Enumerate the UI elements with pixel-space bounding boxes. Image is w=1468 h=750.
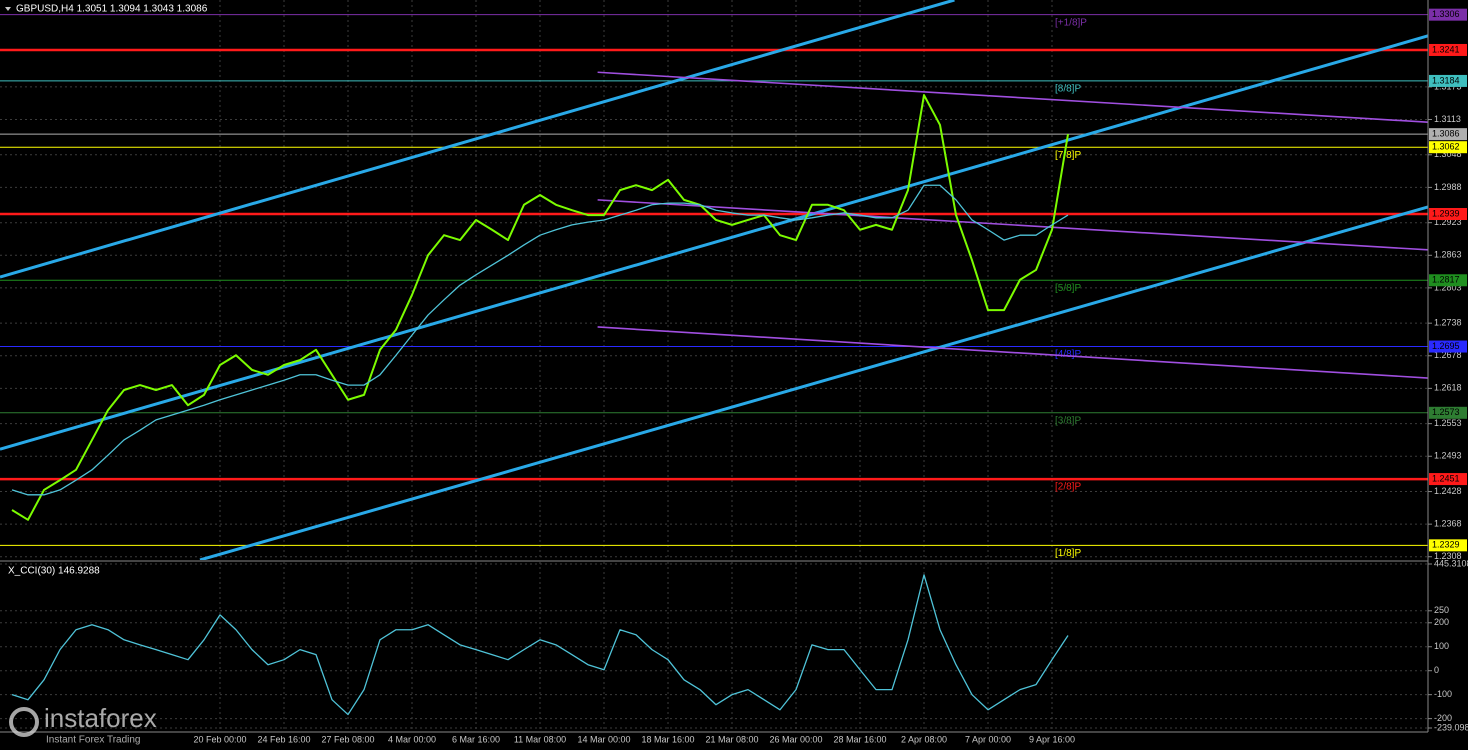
channel-line bbox=[0, 34, 1428, 451]
y-tick-label: 250 bbox=[1434, 605, 1449, 615]
level-tag bbox=[1429, 274, 1467, 287]
y-tick-label: 1.2428 bbox=[1434, 486, 1462, 496]
channel-line bbox=[597, 199, 1428, 251]
y-tick-label: 1.2738 bbox=[1434, 318, 1462, 328]
level-tag bbox=[1429, 8, 1467, 21]
y-tick-label: -100 bbox=[1434, 689, 1452, 699]
level-tag bbox=[1429, 74, 1467, 87]
level-tag bbox=[1429, 340, 1467, 353]
level-tag bbox=[1429, 141, 1467, 154]
level-tag bbox=[1429, 539, 1467, 552]
watermark: instaforex Instant Forex Trading bbox=[9, 703, 157, 746]
level-label: [3/8]P bbox=[1055, 415, 1081, 426]
x-tick-label: 26 Mar 00:00 bbox=[769, 734, 822, 744]
level-label: [4/8]P bbox=[1055, 349, 1081, 360]
axes: 20 Feb 00:00 24 Feb 16:00 27 Feb 08:00 4 Ma… bbox=[193, 8, 1468, 744]
level-tag-label: 1.3184 bbox=[1432, 75, 1460, 85]
x-tick-label: 14 Mar 00:00 bbox=[577, 734, 630, 744]
x-tick-label: 20 Feb 00:00 bbox=[193, 734, 246, 744]
x-tick-label: 28 Mar 16:00 bbox=[833, 734, 886, 744]
level-label: [+1/8]P bbox=[1055, 17, 1087, 28]
x-tick-label: 7 Apr 00:00 bbox=[965, 734, 1011, 744]
channel-line bbox=[597, 71, 1428, 124]
x-tick-label: 21 Mar 08:00 bbox=[705, 734, 758, 744]
y-tick-label: 1.2803 bbox=[1434, 282, 1462, 292]
x-tick-label: 27 Feb 08:00 bbox=[321, 734, 374, 744]
cci-line bbox=[11, 574, 1069, 716]
x-tick-label: 24 Feb 16:00 bbox=[257, 734, 310, 744]
level-tag bbox=[1429, 128, 1467, 141]
level-tag bbox=[1429, 208, 1467, 221]
y-tick-label: 1.2308 bbox=[1434, 551, 1462, 561]
level-label: [7/8]P bbox=[1055, 150, 1081, 161]
price-panel: [+1/8]P [8/8]P [7/8]P [5/8]P [4/8]P [3/8]P [2/… bbox=[0, 0, 1428, 560]
level-tag-label: 1.2939 bbox=[1432, 208, 1460, 218]
x-tick-label: 18 Mar 16:00 bbox=[641, 734, 694, 744]
menu-arrow bbox=[5, 7, 11, 11]
tagline: Instant Forex Trading bbox=[46, 735, 141, 746]
level-tag-label: 1.3086 bbox=[1432, 129, 1460, 139]
x-tick-label: 4 Mar 00:00 bbox=[388, 734, 436, 744]
channel-line bbox=[597, 326, 1428, 379]
x-tick-label: 9 Apr 16:00 bbox=[1029, 734, 1075, 744]
y-tick-label: 1.2553 bbox=[1434, 418, 1462, 428]
level-label: [8/8]P bbox=[1055, 84, 1081, 95]
channel-line bbox=[0, 0, 955, 279]
y-tick-label: 1.2493 bbox=[1434, 451, 1462, 461]
y-tick-label: 1.2678 bbox=[1434, 350, 1462, 360]
level-tag-label: 1.2451 bbox=[1432, 473, 1460, 483]
logo bbox=[9, 707, 39, 737]
level-tag-label: 1.3062 bbox=[1432, 142, 1460, 152]
price-line bbox=[11, 94, 1069, 521]
y-tick-label: 1.2988 bbox=[1434, 182, 1462, 192]
level-tag-label: 1.2695 bbox=[1432, 341, 1460, 351]
y-tick-label: 0 bbox=[1434, 665, 1439, 675]
y-tick-label: -200 bbox=[1434, 713, 1452, 723]
channel-line bbox=[199, 205, 1428, 560]
x-tick-label: 2 Apr 08:00 bbox=[901, 734, 947, 744]
cci-panel bbox=[0, 562, 1428, 732]
y-tick-label: 1.3113 bbox=[1434, 114, 1461, 124]
y-tick-label: 1.2863 bbox=[1434, 250, 1462, 260]
y-tick-label: 445.3108 bbox=[1434, 558, 1468, 568]
y-tick-label: 1.3048 bbox=[1434, 149, 1462, 159]
level-tag bbox=[1429, 43, 1467, 56]
level-tag bbox=[1429, 406, 1467, 419]
level-tag bbox=[1429, 473, 1467, 486]
level-label: [5/8]P bbox=[1055, 283, 1081, 294]
chart-title: GBPUSD,H4 1.3051 1.3094 1.3043 1.3086 bbox=[16, 4, 208, 15]
y-tick-label: 200 bbox=[1434, 617, 1449, 627]
x-tick-label: 6 Mar 16:00 bbox=[452, 734, 500, 744]
level-label: [1/8]P bbox=[1055, 548, 1081, 559]
level-label: [2/8]P bbox=[1055, 482, 1081, 493]
y-tick-label: -239.0982 bbox=[1434, 722, 1468, 732]
y-tick-label: 100 bbox=[1434, 641, 1449, 651]
level-tag-label: 1.3306 bbox=[1432, 9, 1460, 19]
level-tag-label: 1.2573 bbox=[1432, 407, 1460, 417]
level-tag-label: 1.2817 bbox=[1432, 275, 1460, 285]
y-tick-label: 1.2923 bbox=[1434, 217, 1462, 227]
level-tag-label: 1.2329 bbox=[1432, 540, 1460, 550]
y-tick-label: 1.2368 bbox=[1434, 519, 1462, 529]
cci-title: X_CCI(30) 146.9288 bbox=[8, 566, 100, 577]
brand: instaforex bbox=[44, 703, 157, 733]
y-tick-label: 1.2618 bbox=[1434, 383, 1462, 393]
x-tick-label: 11 Mar 08:00 bbox=[514, 734, 566, 744]
level-tag-label: 1.3241 bbox=[1432, 44, 1460, 54]
moving-average bbox=[11, 184, 1069, 496]
